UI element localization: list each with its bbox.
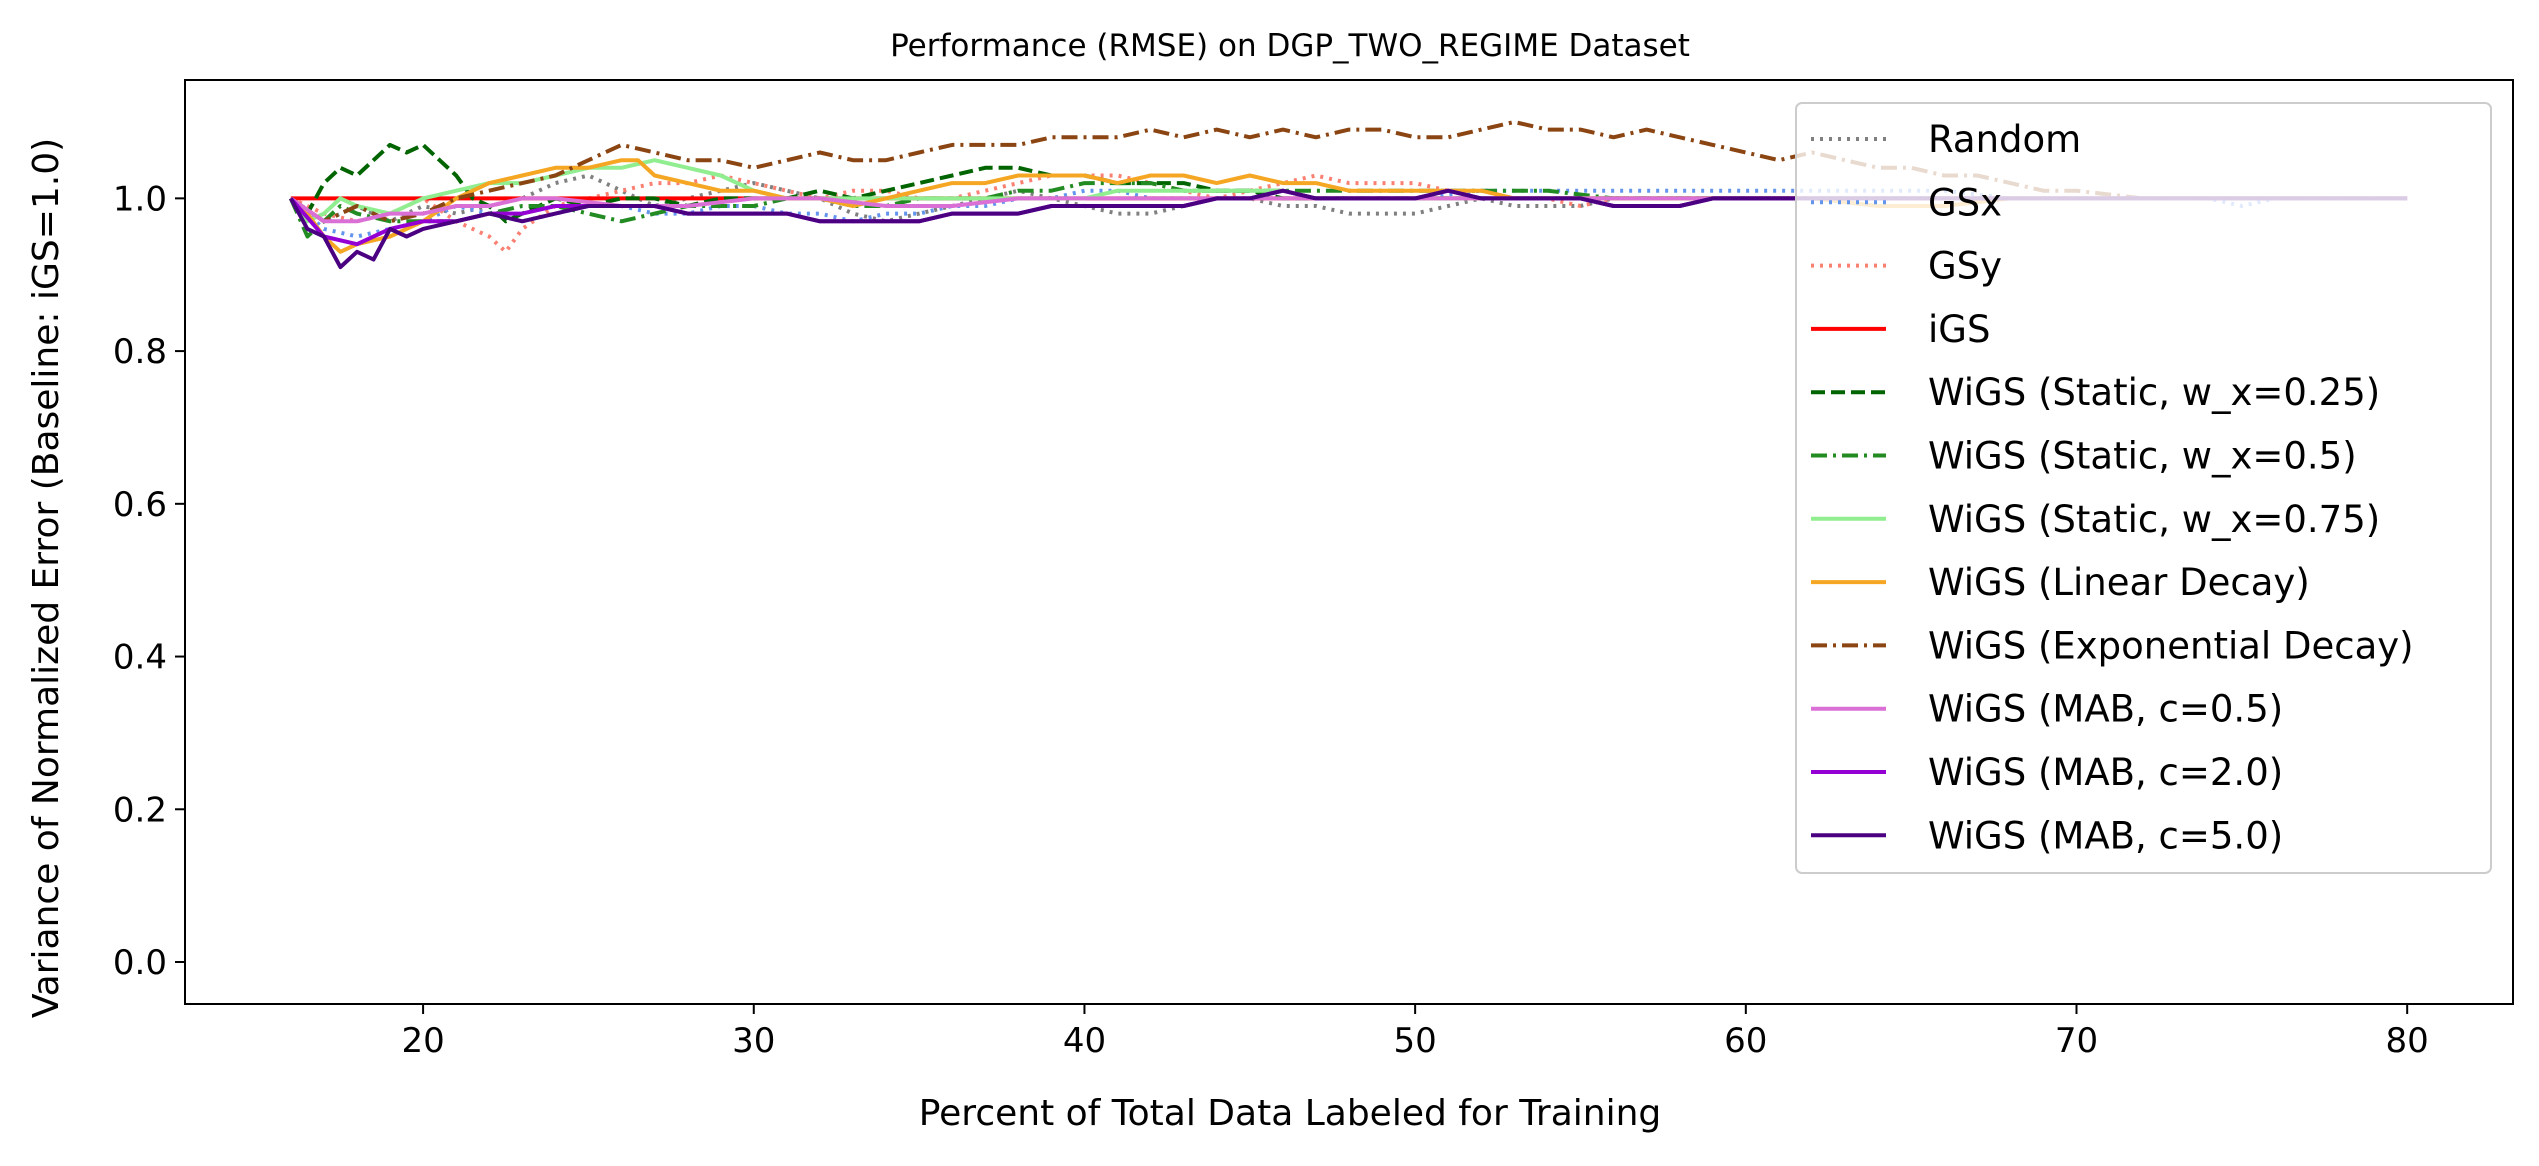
y-tick-label: 1.0 — [113, 179, 167, 219]
x-axis-title: Percent of Total Data Labeled for Traini… — [919, 1093, 1662, 1134]
x-tick-label: 60 — [1724, 1021, 1767, 1061]
y-tick-label: 0.4 — [113, 638, 167, 678]
x-tick-label: 30 — [732, 1021, 775, 1061]
legend-label: WiGS (MAB, c=5.0) — [1928, 814, 2283, 857]
legend-label: WiGS (Static, w_x=0.75) — [1928, 498, 2380, 541]
legend-label: GSy — [1928, 245, 2002, 288]
x-axis-ticks: 20 30 40 50 60 70 80 — [401, 1004, 2429, 1061]
legend-label: Random — [1928, 118, 2081, 161]
x-tick-label: 70 — [2055, 1021, 2098, 1061]
legend-label: WiGS (Static, w_x=0.5) — [1928, 435, 2357, 478]
series-line-wigs-mab-c-5-0 — [289, 188, 2408, 270]
y-axis-ticks: 0.0 0.2 0.4 0.6 0.8 1.0 — [113, 179, 185, 983]
chart-title: Performance (RMSE) on DGP_TWO_REGIME Dat… — [890, 28, 1690, 64]
legend-label: WiGS (Linear Decay) — [1928, 561, 2310, 604]
x-tick-label: 40 — [1063, 1021, 1106, 1061]
legend-label: GSx — [1928, 181, 2002, 224]
x-tick-label: 50 — [1394, 1021, 1437, 1061]
x-tick-label: 20 — [401, 1021, 444, 1061]
y-tick-label: 0.6 — [113, 485, 167, 525]
legend-label: iGS — [1928, 308, 1990, 351]
legend-label: WiGS (Static, w_x=0.25) — [1928, 371, 2380, 414]
y-tick-label: 0.8 — [113, 332, 167, 372]
legend-box — [1795, 102, 2492, 874]
legend: Random GSx GSy iGS WiGS (Static, w_x=0.25) Wi… — [1795, 102, 2492, 874]
plot-frame — [184, 79, 2514, 1005]
y-axis-title: Variance of Normalized Error (Baseline: … — [26, 138, 67, 1018]
x-tick-label: 80 — [2386, 1021, 2429, 1061]
legend-label: WiGS (MAB, c=0.5) — [1928, 688, 2283, 731]
legend-label: WiGS (MAB, c=2.0) — [1928, 751, 2283, 794]
y-tick-label: 0.0 — [113, 943, 167, 983]
legend-label: WiGS (Exponential Decay) — [1928, 624, 2414, 667]
y-tick-label: 0.2 — [113, 790, 167, 830]
